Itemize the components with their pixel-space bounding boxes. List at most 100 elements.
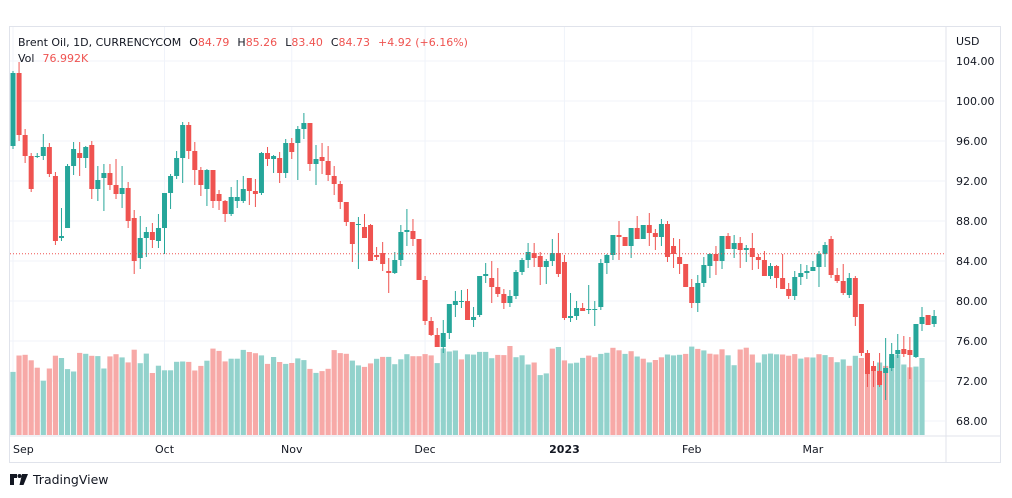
candle (361, 214, 367, 238)
candle-body (713, 254, 719, 261)
tradingview-logo[interactable]: TradingView (10, 472, 109, 487)
candle (568, 293, 574, 322)
candle (561, 255, 567, 320)
volume-bar (349, 360, 355, 435)
y-tick-label: 68.00 (956, 415, 988, 428)
candle-body (252, 191, 258, 194)
candle (277, 152, 283, 183)
volume-bar (204, 360, 210, 435)
volume-bar (210, 348, 216, 435)
candle (301, 113, 307, 139)
volume-bars (10, 346, 925, 435)
low-label: L (285, 36, 292, 49)
candle (555, 233, 561, 277)
volume-bar (186, 361, 192, 435)
candle (883, 338, 889, 400)
candle (689, 279, 695, 308)
candle-body (246, 178, 252, 191)
open-value: 84.79 (197, 36, 230, 49)
volume-bar (58, 358, 65, 435)
candle (22, 129, 28, 163)
volume-bar (446, 351, 452, 435)
candle (634, 216, 640, 239)
volume-bar (89, 355, 95, 435)
candle-body (416, 239, 422, 280)
volume-bar (683, 353, 689, 435)
candle-body (380, 253, 386, 264)
volume-bar (489, 358, 495, 435)
volume-bar (40, 380, 46, 435)
candle (46, 143, 52, 177)
candle (252, 179, 258, 207)
candle (77, 142, 83, 176)
y-tick-label: 76.00 (956, 335, 988, 348)
volume-bar (755, 362, 761, 435)
time-axis[interactable]: Sep Oct Nov Dec 2023 Feb Mar (13, 443, 824, 456)
candle (234, 180, 240, 208)
candle-body (743, 248, 749, 250)
candle-body (646, 225, 652, 233)
candle-body (22, 135, 28, 156)
symbol-title[interactable]: Brent Oil, 1D, CURRENCYCOM (18, 36, 182, 49)
candle-body (658, 224, 664, 237)
candle (246, 178, 252, 205)
candle (392, 252, 398, 274)
candle (507, 290, 513, 307)
volume-bar (374, 358, 380, 435)
y-tick-label: 96.00 (956, 135, 988, 148)
candle-body (707, 254, 713, 266)
candle-body (592, 309, 598, 310)
price-axis[interactable]: 104.00 100.00 96.00 92.00 88.00 84.00 80.00 76.… (956, 55, 995, 428)
volume-bar (155, 365, 162, 435)
candle-body (834, 275, 840, 281)
candle (398, 225, 404, 266)
candle (131, 210, 137, 274)
candle-body (271, 156, 277, 159)
candle-body (410, 231, 416, 239)
candle (792, 271, 798, 300)
volume-bar (52, 355, 59, 435)
volume-bar (549, 348, 555, 435)
volume-bar (543, 373, 549, 435)
volume-bar (507, 346, 513, 435)
volume-bar (10, 371, 16, 435)
candle-body (519, 260, 525, 272)
candle-body (822, 245, 828, 254)
volume-bar (586, 355, 592, 435)
volume-bar (580, 357, 586, 435)
vol-label: Vol (18, 52, 35, 65)
candle-body (640, 225, 646, 239)
candle (343, 202, 349, 226)
volume-bar (470, 354, 477, 435)
candle (368, 224, 374, 261)
candle (28, 153, 34, 192)
candle-body (428, 321, 434, 335)
candle-body (610, 235, 616, 255)
volume-row: Vol 76.992K (18, 51, 468, 67)
y-tick-label: 92.00 (956, 175, 988, 188)
volume-bar (731, 365, 737, 435)
volume-bar (664, 354, 671, 435)
candle (640, 225, 646, 239)
candle-body (174, 158, 180, 176)
volume-bar (786, 355, 792, 435)
volume-bar (386, 356, 392, 435)
volume-bar (216, 350, 222, 435)
candle-body (901, 349, 907, 354)
candle-body (95, 180, 101, 189)
volume-bar (325, 368, 331, 435)
candle (125, 182, 131, 228)
candle-body (283, 143, 289, 173)
volume-bar (228, 358, 234, 435)
candle (749, 233, 755, 270)
volume-bar (234, 358, 240, 435)
x-tick-label: 2023 (549, 443, 580, 456)
volume-bar (392, 364, 398, 435)
candle (755, 254, 761, 269)
candle-body (368, 225, 374, 261)
candle (471, 307, 477, 327)
candle (149, 223, 155, 248)
candle-body (131, 218, 137, 261)
candle (40, 134, 46, 160)
